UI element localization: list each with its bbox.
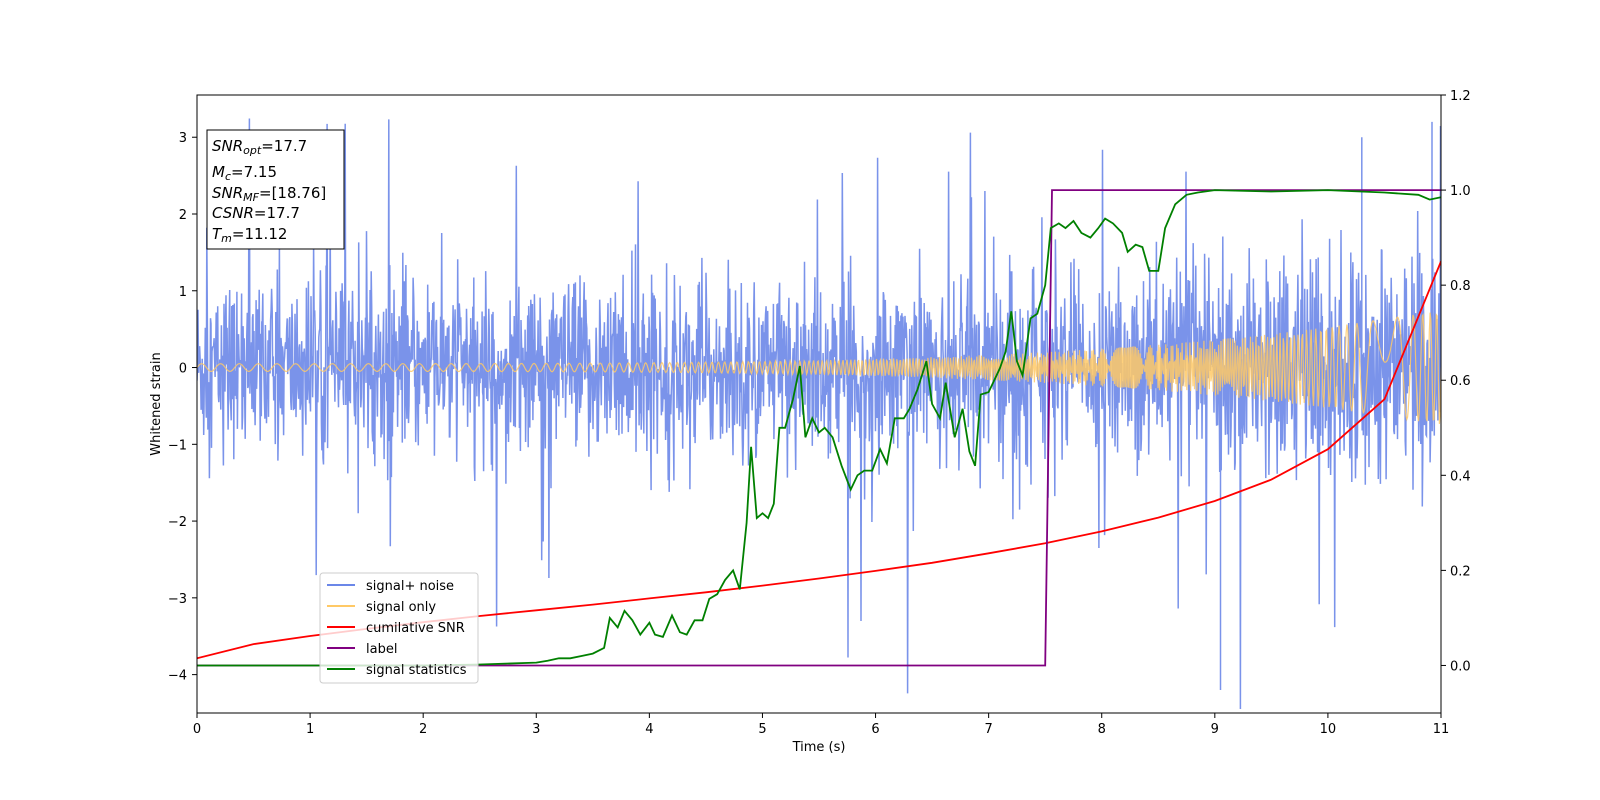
series-signal-noise xyxy=(197,118,1441,710)
svg-text:signal statistics: signal statistics xyxy=(366,663,467,678)
svg-text:label: label xyxy=(366,642,397,657)
y2-tick-label: 1.0 xyxy=(1450,184,1471,199)
series-signal-statistics xyxy=(197,189,1441,667)
y-tick-label: −4 xyxy=(168,669,187,684)
legend-item-signal-noise: signal+ noise xyxy=(327,579,454,594)
svg-text:signal+ noise: signal+ noise xyxy=(366,579,454,594)
y-tick-label: −3 xyxy=(168,592,187,607)
y2-tick-label: 0.0 xyxy=(1450,659,1471,674)
y2-tick-label: 0.6 xyxy=(1450,374,1471,389)
y2-tick-label: 0.8 xyxy=(1450,279,1471,294)
y-axis-right: 0.0 0.2 0.4 0.6 0.8 1.0 1.2 xyxy=(1441,89,1471,674)
x-tick-label: 0 xyxy=(193,722,201,737)
info-box: SNRopt=17.7 Mc=7.15 SNRMF=[18.76] CSNR=1… xyxy=(206,129,345,250)
legend: signal+ noise signal only cumilative SNR… xyxy=(319,572,479,684)
y-tick-label: 0 xyxy=(179,362,187,377)
y2-tick-label: 0.2 xyxy=(1450,564,1471,579)
y2-tick-label: 0.4 xyxy=(1450,469,1471,484)
x-tick-label: 8 xyxy=(1098,722,1106,737)
x-tick-label: 4 xyxy=(645,722,653,737)
info-snr-mf: SNRMF=[18.76] xyxy=(212,184,326,204)
info-tm: Tm=11.12 xyxy=(212,225,287,245)
y-tick-label: 1 xyxy=(179,285,187,300)
y-axis-left: −4 −3 −2 −1 0 1 2 3 xyxy=(168,131,197,684)
x-tick-label: 3 xyxy=(532,722,540,737)
legend-item-signal-statistics: signal statistics xyxy=(327,663,467,678)
legend-item-cumulative-snr: cumilative SNR xyxy=(327,621,465,636)
x-tick-label: 10 xyxy=(1320,722,1337,737)
y-tick-label: −1 xyxy=(168,438,187,453)
info-csnr: CSNR=17.7 xyxy=(212,204,300,222)
x-tick-label: 11 xyxy=(1433,722,1450,737)
x-axis-label: Time (s) xyxy=(792,740,846,755)
y-tick-label: 2 xyxy=(179,208,187,223)
x-tick-label: 5 xyxy=(758,722,766,737)
series-signal-only xyxy=(197,312,1441,424)
svg-text:cumilative SNR: cumilative SNR xyxy=(366,621,465,636)
x-axis: 0 1 2 3 4 5 6 7 8 9 10 11 xyxy=(193,713,1449,737)
y-tick-label: −2 xyxy=(168,515,187,530)
x-tick-label: 9 xyxy=(1211,722,1219,737)
info-mc: Mc=7.15 xyxy=(212,163,277,183)
y-tick-label: 3 xyxy=(179,131,187,146)
x-tick-label: 7 xyxy=(984,722,992,737)
legend-item-label: label xyxy=(327,642,397,657)
legend-item-signal-only: signal only xyxy=(327,600,436,615)
info-snr-opt: SNRopt=17.7 xyxy=(212,137,307,157)
x-tick-label: 2 xyxy=(419,722,427,737)
x-tick-label: 6 xyxy=(871,722,879,737)
y2-tick-label: 1.2 xyxy=(1450,89,1471,104)
x-tick-label: 1 xyxy=(306,722,314,737)
y-axis-label: Whitened strain xyxy=(149,352,164,455)
plot-frame xyxy=(196,94,1442,714)
svg-text:signal only: signal only xyxy=(366,600,436,615)
